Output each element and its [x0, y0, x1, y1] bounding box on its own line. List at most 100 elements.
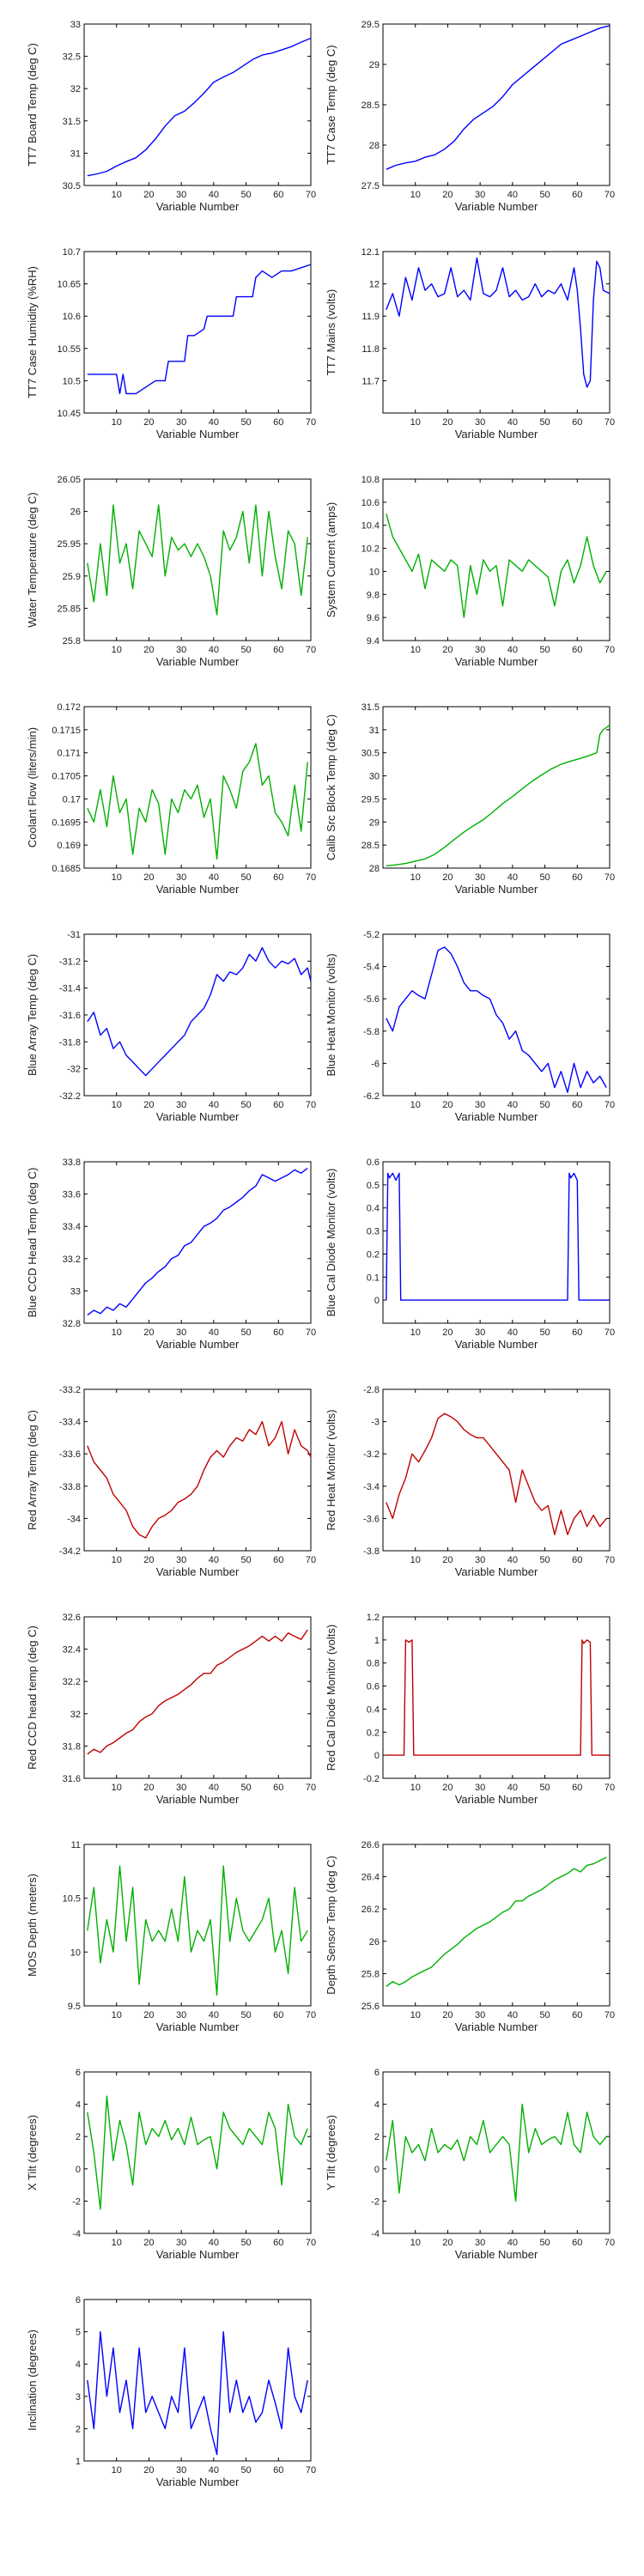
- x-tick-label: 30: [475, 1100, 485, 1110]
- y-tick-label: 26.2: [361, 1905, 380, 1915]
- y-tick-label: -33.4: [59, 1418, 81, 1428]
- y-tick-label: -33.8: [59, 1482, 81, 1492]
- y-tick-label: 0.1685: [52, 864, 81, 874]
- plot-area: [382, 1161, 611, 1324]
- x-tick-label: 40: [507, 872, 518, 883]
- y-axis-label: Red Cal Diode Monitor (volts): [325, 1625, 337, 1771]
- y-tick-label: -31.2: [59, 957, 81, 967]
- x-tick-label: 20: [442, 1783, 453, 1793]
- series-line: [87, 1865, 308, 1996]
- y-tick-label: 31.5: [63, 117, 81, 127]
- x-tick-label: 60: [273, 1555, 283, 1565]
- series-line: [87, 1420, 312, 1539]
- y-tick-label: 33: [70, 1286, 81, 1297]
- x-tick-label: 70: [605, 417, 615, 428]
- y-tick-label: 5: [76, 2328, 81, 2338]
- y-axis-label: Inclination (degrees): [26, 2330, 39, 2431]
- plot-area: [83, 1161, 312, 1324]
- y-axis-label: Water Temperature (deg C): [26, 492, 39, 628]
- chart-panel-3: 10 20 30 40 50 60 70 10.45 10.5 10.55 10.6 10.65 10.…: [26, 247, 316, 440]
- x-tick-label: 70: [306, 2465, 316, 2476]
- x-tick-label: 30: [475, 2010, 485, 2020]
- x-tick-label: 30: [176, 2465, 186, 2476]
- y-tick-label: 11.7: [361, 376, 380, 386]
- y-tick-label: 10.65: [57, 280, 81, 290]
- y-tick-label: 10.6: [361, 498, 380, 508]
- x-tick-label: 50: [539, 190, 550, 200]
- y-tick-label: -33.6: [59, 1449, 81, 1460]
- plot-area: [382, 1616, 611, 1779]
- y-tick-label: 0: [374, 1296, 380, 1306]
- y-tick-label: -6.2: [363, 1091, 380, 1102]
- series-line: [87, 2330, 308, 2456]
- y-tick-label: 0.4: [367, 1204, 380, 1214]
- y-tick-label: 32: [70, 1710, 81, 1720]
- y-axis-label: System Current (amps): [325, 502, 337, 617]
- y-tick-label: 26.05: [57, 475, 81, 485]
- x-tick-label: 50: [240, 1327, 251, 1338]
- y-tick-label: 2: [374, 2132, 380, 2142]
- x-tick-label: 20: [143, 2465, 154, 2476]
- chart-panel-2: 10 20 30 40 50 60 70 27.5 28 28.5 29 29.5 Variable N…: [325, 20, 615, 213]
- series-line: [87, 37, 312, 177]
- y-tick-label: 0.8: [367, 1659, 380, 1669]
- chart-panel-12: 10 20 30 40 50 60 70 0 0.1 0.2 0.3 0.4 0.5 0.6 Variabl…: [325, 1157, 615, 1351]
- y-tick-label: 6: [76, 2295, 81, 2306]
- x-tick-label: 40: [209, 1100, 219, 1110]
- x-tick-label: 20: [442, 1327, 453, 1338]
- x-tick-label: 30: [176, 872, 186, 883]
- x-tick-label: 40: [209, 1327, 219, 1338]
- y-tick-label: 33.4: [63, 1222, 81, 1232]
- x-tick-label: 10: [410, 1327, 421, 1338]
- plot-area: [382, 1388, 611, 1552]
- x-tick-label: 50: [539, 872, 550, 883]
- y-tick-label: 28: [369, 141, 380, 151]
- y-tick-label: 30: [369, 772, 380, 782]
- y-tick-label: 29: [369, 60, 380, 70]
- x-axis-label: Variable Number: [455, 1565, 538, 1578]
- chart-panel-6: 10 20 30 40 50 60 70 9.4 9.6 9.8 10 10.2 10.4 10.6 10.…: [325, 475, 615, 668]
- y-tick-label: 25.8: [63, 636, 81, 647]
- y-tick-label: 31.6: [63, 1774, 81, 1784]
- x-tick-label: 10: [410, 2010, 421, 2020]
- plot-area: [83, 2071, 312, 2234]
- y-tick-label: -6: [371, 1059, 380, 1069]
- y-tick-label: -3: [371, 1418, 380, 1428]
- x-tick-label: 70: [605, 645, 615, 655]
- chart-panel-15: 10 20 30 40 50 60 70 31.6 31.8 32 32.2 32.4 32.6 Vari…: [26, 1613, 316, 1806]
- y-tick-label: 2: [76, 2424, 81, 2434]
- chart-panel-8: 10 20 30 40 50 60 70 28 28.5 29 29.5 30 30.5 31 31.5 Va…: [325, 702, 615, 896]
- x-tick-label: 20: [143, 872, 154, 883]
- x-tick-label: 30: [176, 2238, 186, 2248]
- x-tick-label: 30: [475, 1555, 485, 1565]
- y-tick-label: 31: [70, 149, 81, 159]
- x-axis-label: Variable Number: [156, 200, 240, 213]
- x-tick-label: 40: [209, 417, 219, 428]
- y-tick-label: 28.5: [361, 841, 380, 851]
- y-tick-label: -31.6: [59, 1011, 81, 1021]
- x-tick-label: 30: [475, 2238, 485, 2248]
- y-tick-label: 0.1705: [52, 772, 81, 782]
- x-tick-label: 40: [507, 2010, 518, 2020]
- y-tick-label: 0.172: [57, 702, 81, 713]
- y-tick-label: 11.8: [361, 344, 380, 355]
- x-tick-label: 50: [539, 2010, 550, 2020]
- x-axis-label: Variable Number: [156, 1565, 240, 1578]
- series-line: [386, 946, 607, 1093]
- y-tick-label: 25.85: [57, 604, 81, 614]
- y-axis-label: Calib Src Block Temp (deg C): [325, 714, 337, 860]
- x-tick-label: 50: [539, 645, 550, 655]
- y-tick-label: -3.8: [363, 1546, 380, 1557]
- plot-area: [382, 23, 611, 186]
- x-tick-label: 50: [240, 2465, 251, 2476]
- x-tick-label: 20: [442, 872, 453, 883]
- x-tick-label: 70: [605, 2238, 615, 2248]
- chart-panel-1: 10 20 30 40 50 60 70 30.5 31 31.5 32 32.5 33 Variable…: [26, 20, 316, 213]
- x-tick-label: 10: [410, 645, 421, 655]
- x-axis-label: Variable Number: [156, 655, 240, 668]
- x-tick-label: 10: [112, 2238, 122, 2248]
- y-tick-label: -2.8: [363, 1385, 380, 1395]
- x-tick-label: 50: [539, 1783, 550, 1793]
- x-tick-label: 50: [539, 2238, 550, 2248]
- y-tick-label: 25.8: [361, 1969, 380, 1979]
